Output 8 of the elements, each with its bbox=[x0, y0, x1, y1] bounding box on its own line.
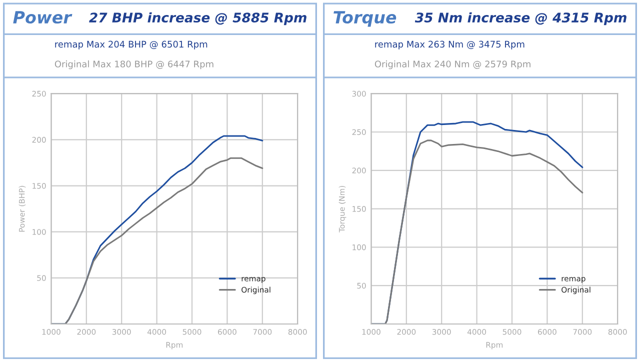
text: Original Max 240 Nm @ 2579 Rpm bbox=[374, 60, 530, 70]
chart-title: Torque bbox=[334, 11, 396, 27]
chart-title: Power bbox=[13, 11, 72, 24]
text: remap Max 204 BHP @ 6501 Rpm bbox=[55, 40, 208, 50]
text: Original Max 180 BHP @ 6447 Rpm bbox=[54, 60, 214, 70]
text: remap Max 263 Nm @ 3475 Rpm bbox=[375, 40, 524, 50]
chart-subtitle: 35 Nm increase @ 4315 Rpm bbox=[414, 12, 626, 26]
chart-subtitle: 27 BHP increase @ 5885 Rpm bbox=[89, 12, 306, 26]
